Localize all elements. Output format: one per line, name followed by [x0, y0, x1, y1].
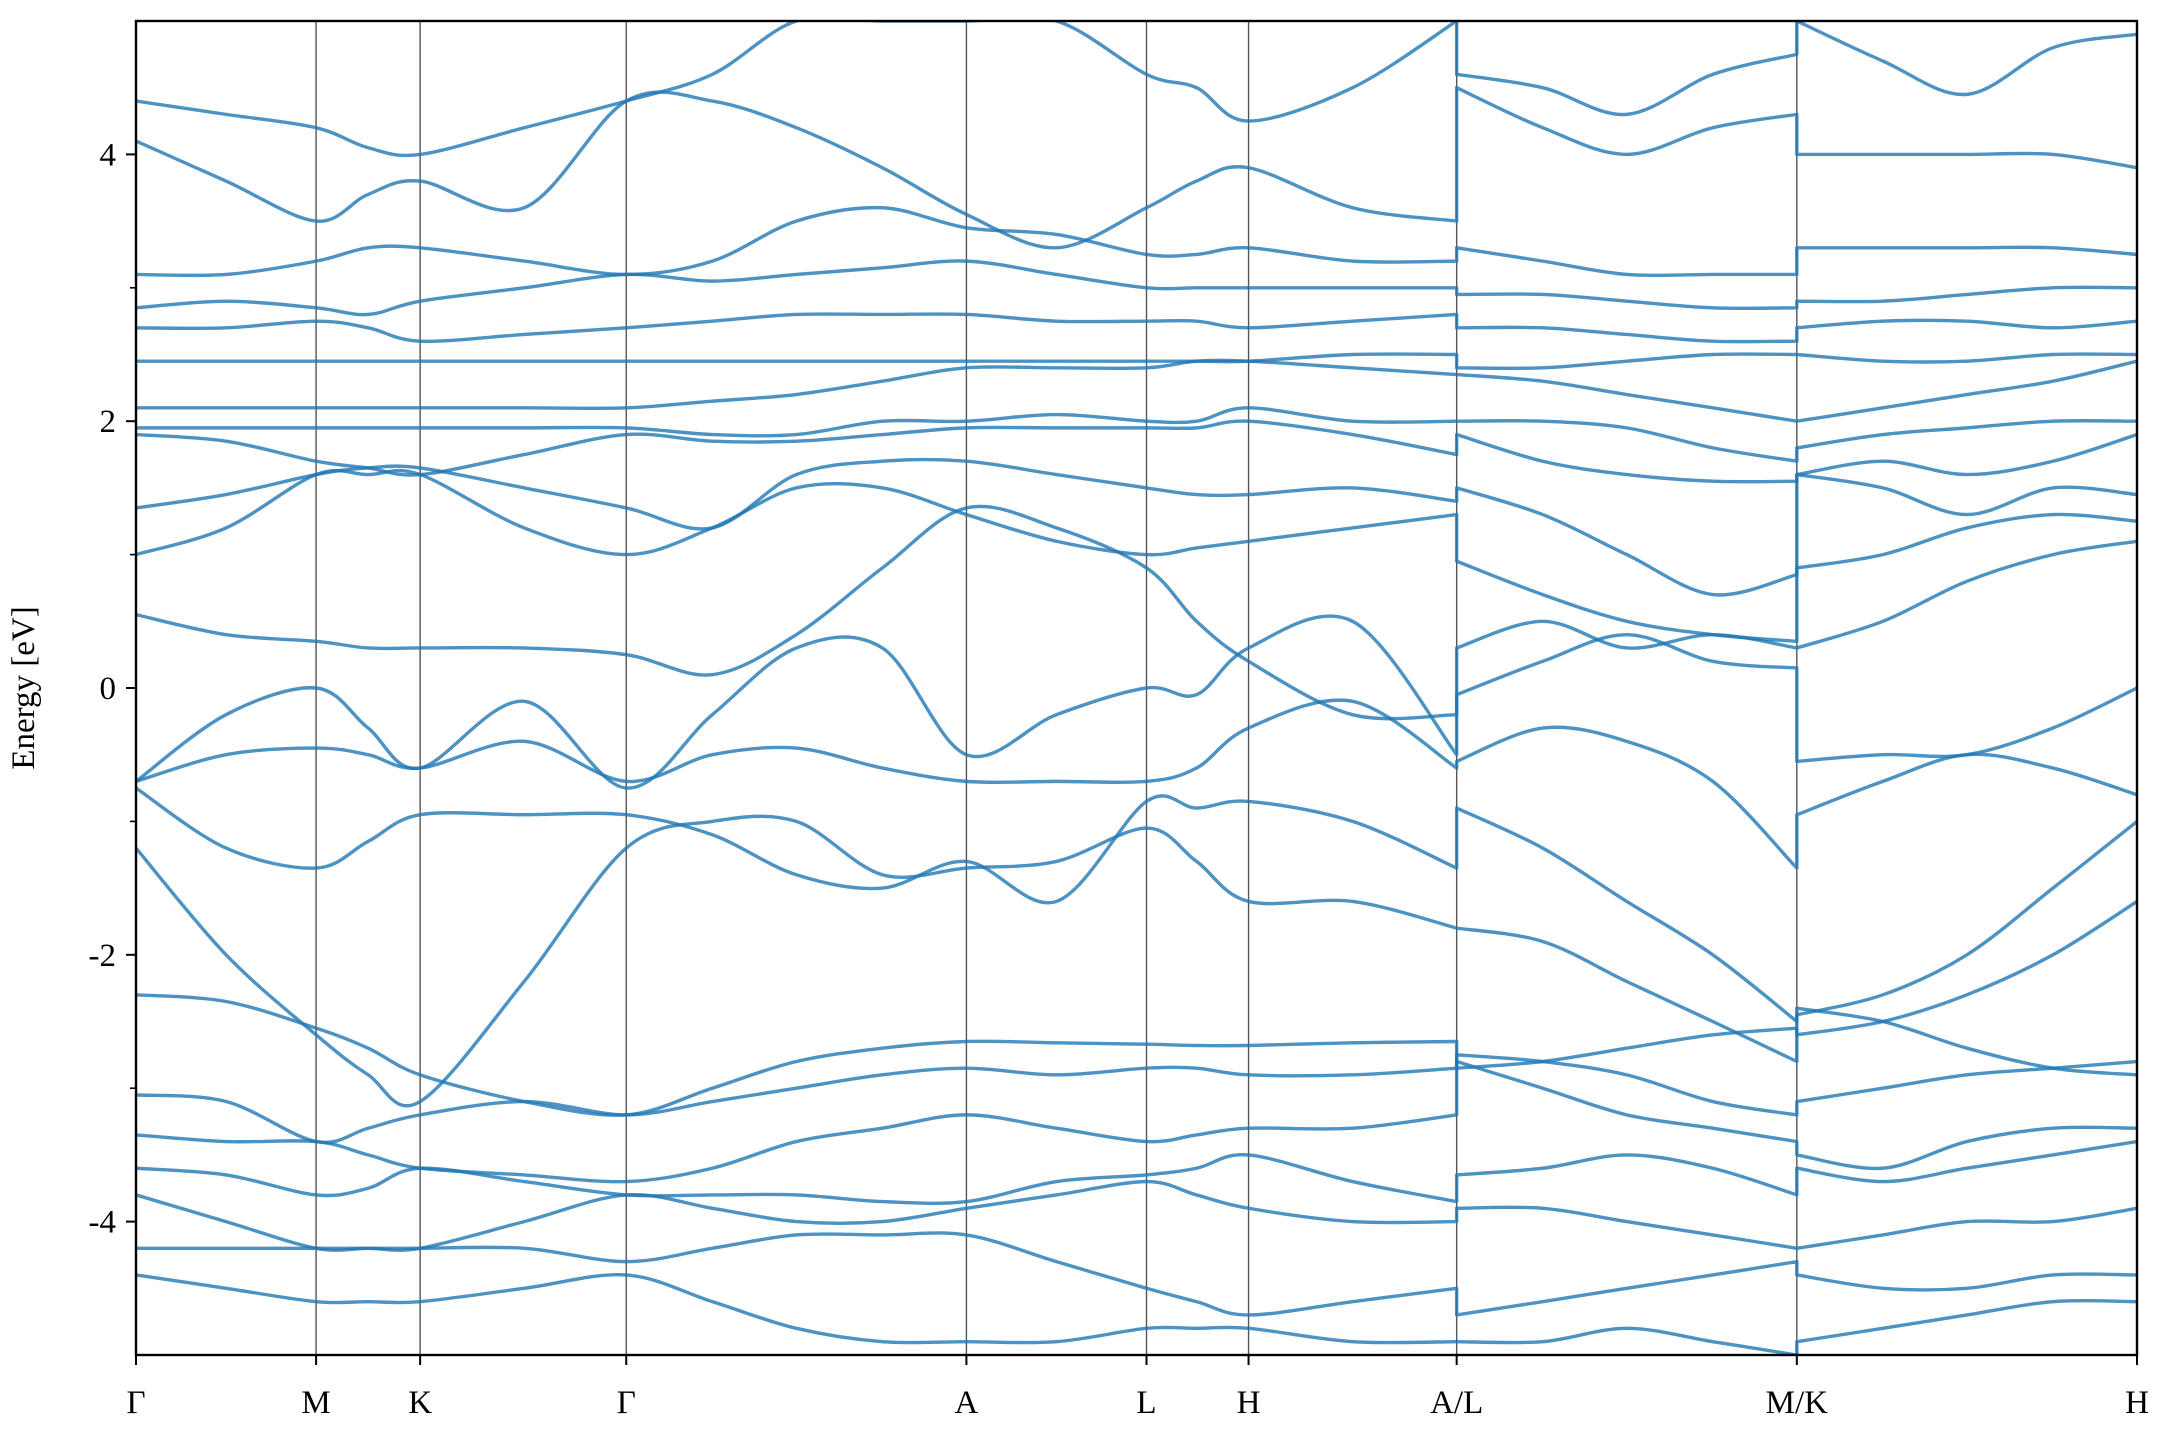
y-tick-label: 0	[100, 671, 117, 707]
band-line	[136, 259, 2137, 317]
band-line	[136, 614, 2137, 790]
band-line	[136, 1179, 2137, 1252]
x-tick-label: H	[1237, 1385, 1261, 1421]
band-line	[136, 406, 2137, 463]
band-line	[136, 358, 2137, 423]
y-tick-label: -2	[89, 938, 117, 974]
bands	[136, 21, 2137, 1355]
x-tick-label: A	[954, 1385, 978, 1421]
band-line	[136, 504, 2137, 721]
x-tick-label: K	[408, 1385, 432, 1421]
x-tick-label: Γ	[126, 1385, 145, 1421]
y-axis-label: Energy [eV]	[6, 606, 42, 769]
band-line	[136, 468, 2137, 644]
y-tick-label: 4	[100, 137, 117, 173]
band-line	[136, 1053, 2137, 1145]
x-tick-label: A/L	[1430, 1385, 1483, 1421]
band-line	[136, 814, 2137, 1108]
band-line	[136, 352, 2137, 371]
band-line	[136, 698, 2137, 870]
y-tick-label: -4	[89, 1205, 117, 1241]
band-line	[136, 786, 2137, 1077]
x-tick-label: M	[301, 1385, 330, 1421]
band-line	[136, 86, 2137, 250]
x-tick-label: Γ	[617, 1385, 636, 1421]
band-line	[136, 1272, 2137, 1355]
x-tick-label: L	[1136, 1385, 1156, 1421]
plot-frame	[134, 19, 2139, 1357]
band-line	[136, 1139, 2137, 1206]
band-line	[136, 1059, 2137, 1184]
x-tick-label: M/K	[1766, 1385, 1829, 1421]
band-line	[136, 205, 2137, 278]
band-line	[136, 419, 2137, 484]
x-tick-label: H	[2125, 1385, 2149, 1421]
band-line	[136, 1231, 2137, 1317]
band-line	[136, 21, 2137, 158]
band-line	[136, 312, 2137, 344]
y-tick-label: 2	[100, 404, 117, 440]
